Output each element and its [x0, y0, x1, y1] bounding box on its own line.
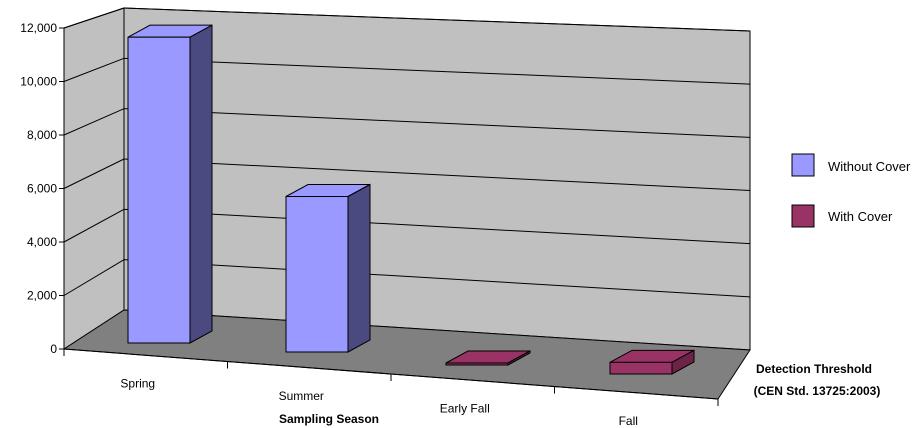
gridline-side — [63, 208, 125, 243]
legend-label-without-cover: Without Cover — [828, 159, 911, 174]
y-tick-label: 6,000 — [27, 182, 57, 196]
gridline-back — [123, 7, 751, 32]
gridline-back — [123, 108, 751, 138]
x-tick-label: Early Fall — [440, 401, 490, 415]
gridline-side — [63, 57, 125, 82]
bar-side — [347, 183, 371, 353]
x-axis-title: Sampling Season — [279, 412, 379, 426]
chart-side-wall — [63, 7, 125, 350]
gridline-back — [123, 57, 751, 85]
gridline-side — [63, 158, 125, 189]
legend-swatch-with-cover — [791, 204, 815, 228]
bar-front-with-cover-early-fall — [445, 362, 509, 366]
y-tick-label: 12,000 — [20, 21, 57, 35]
x-tick-label: Fall — [619, 414, 638, 428]
gridline-side — [63, 7, 125, 29]
gridline-side — [63, 108, 125, 136]
bar-front-without-cover-summer — [285, 196, 349, 353]
chart-back-wall — [123, 7, 751, 351]
y-tick-label: 10,000 — [20, 75, 57, 89]
bar-front-with-cover-fall — [609, 361, 673, 375]
y-axis: 0 2,000 4,000 6,000 8,000 10,000 12,000 — [20, 21, 65, 356]
gridline-back — [123, 259, 751, 298]
bars — [127, 24, 695, 375]
gridline-back — [123, 158, 751, 191]
y-tick-label: 2,000 — [27, 289, 57, 303]
legend-label-with-cover: With Cover — [828, 209, 893, 224]
depth-axis-title-line2: (CEN Std. 13725:2003) — [754, 384, 881, 398]
y-tick-label: 4,000 — [27, 235, 57, 249]
gridline-back — [123, 208, 751, 245]
x-axis: Spring Summer Early Fall Fall — [63, 348, 719, 428]
y-tick-label: 0 — [50, 342, 57, 356]
bar-front-without-cover-spring — [127, 36, 191, 344]
gridline-side — [63, 259, 125, 296]
x-tick-label: Spring — [120, 376, 155, 390]
legend-swatch-without-cover — [791, 153, 815, 177]
gridlines — [63, 7, 751, 298]
y-tick-label: 8,000 — [27, 128, 57, 142]
x-tick-label: Summer — [279, 389, 324, 403]
legend: Without Cover With Cover — [791, 153, 911, 228]
depth-axis-title-line1: Detection Threshold — [756, 362, 872, 376]
bar-side — [189, 24, 213, 344]
